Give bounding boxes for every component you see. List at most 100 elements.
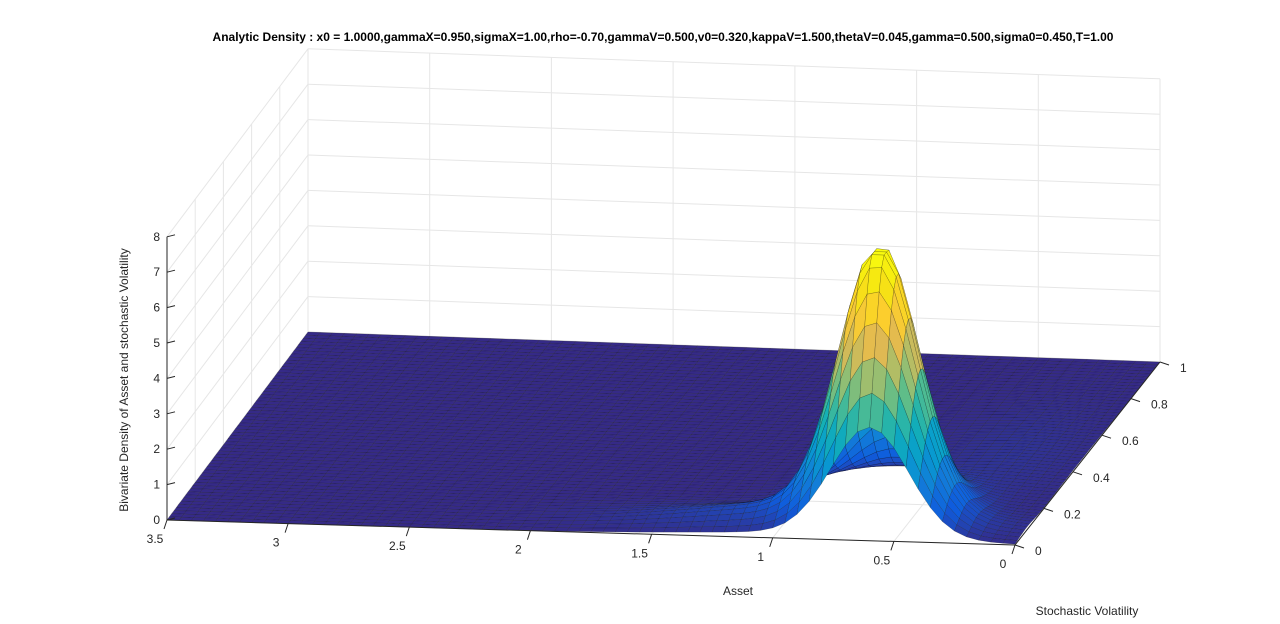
surface-patch bbox=[331, 412, 347, 417]
surface-patch bbox=[597, 488, 613, 493]
z-tick-label: 7 bbox=[153, 265, 160, 279]
surface-patch bbox=[372, 391, 388, 396]
surface-patch bbox=[275, 487, 291, 492]
surface-patch bbox=[450, 420, 466, 424]
surface-patch bbox=[214, 486, 230, 490]
surface-patch bbox=[199, 488, 216, 493]
surface-patch bbox=[564, 401, 580, 406]
surface-patch bbox=[538, 419, 554, 424]
surface-patch bbox=[248, 490, 264, 495]
surface-patch bbox=[443, 429, 459, 434]
surface-patch bbox=[417, 348, 433, 353]
surface-patch bbox=[400, 485, 417, 490]
surface-patch bbox=[244, 413, 260, 418]
surface-patch bbox=[318, 380, 334, 385]
surface-patch bbox=[350, 371, 366, 376]
surface-patch bbox=[288, 421, 304, 425]
surface-patch bbox=[596, 440, 612, 445]
surface-patch bbox=[320, 345, 336, 350]
surface-patch bbox=[309, 393, 325, 397]
gridline-back-z bbox=[307, 154, 1161, 186]
surface-patch bbox=[315, 466, 331, 471]
surface-patch bbox=[371, 474, 387, 479]
x-tick-label: 0 bbox=[1000, 557, 1007, 571]
surface-patch bbox=[265, 516, 282, 521]
surface-patch bbox=[399, 389, 415, 394]
surface-patch bbox=[752, 480, 768, 485]
surface-patch bbox=[588, 402, 604, 407]
surface-patch bbox=[400, 453, 416, 458]
surface-patch bbox=[317, 415, 333, 420]
surface-patch bbox=[442, 496, 458, 501]
surface-patch bbox=[652, 417, 668, 421]
surface-patch bbox=[355, 413, 372, 418]
surface-patch bbox=[379, 382, 395, 387]
surface-patch bbox=[674, 421, 690, 425]
surface-patch bbox=[571, 520, 587, 525]
surface-patch bbox=[358, 426, 374, 431]
surface-patch bbox=[427, 498, 444, 503]
surface-patch bbox=[173, 507, 189, 512]
x-tick-label: 3.5 bbox=[147, 532, 164, 546]
surface-patch bbox=[324, 438, 341, 443]
surface-patch bbox=[573, 389, 590, 393]
surface-patch bbox=[352, 483, 368, 488]
surface-patch bbox=[539, 368, 555, 373]
surface-patch bbox=[258, 509, 274, 514]
surface-patch bbox=[338, 518, 354, 523]
z-tick-label: 4 bbox=[153, 371, 160, 385]
surface-patch bbox=[615, 400, 631, 404]
surface-patch bbox=[675, 354, 691, 359]
surface-patch bbox=[510, 358, 526, 363]
surface-patch bbox=[546, 343, 562, 348]
surface-patch bbox=[452, 369, 468, 373]
surface-patch bbox=[303, 450, 319, 455]
surface-patch bbox=[521, 473, 538, 478]
surface-patch bbox=[334, 425, 350, 430]
surface-patch bbox=[467, 414, 483, 419]
surface-patch bbox=[608, 425, 624, 430]
surface-patch bbox=[429, 464, 445, 468]
surface-patch bbox=[380, 414, 396, 419]
surface-patch bbox=[543, 477, 560, 481]
surface-patch bbox=[299, 389, 315, 394]
surface-patch bbox=[279, 465, 295, 470]
surface-patch bbox=[233, 477, 249, 481]
x-tick-label: 3 bbox=[273, 536, 280, 550]
surface-patch bbox=[299, 373, 315, 378]
y-tick-label: 1 bbox=[1180, 361, 1187, 375]
surface-patch bbox=[795, 409, 811, 414]
surface-patch bbox=[614, 497, 630, 502]
surface-patch bbox=[744, 442, 760, 447]
surface-patch bbox=[556, 363, 572, 367]
surface-patch bbox=[289, 385, 305, 390]
surface-patch bbox=[339, 352, 356, 357]
surface-patch bbox=[422, 473, 438, 478]
surface-patch bbox=[628, 479, 644, 484]
surface-patch bbox=[293, 462, 310, 467]
surface-patch bbox=[267, 481, 283, 486]
surface-patch bbox=[679, 493, 696, 498]
surface-patch bbox=[353, 515, 369, 520]
surface-patch bbox=[219, 511, 235, 516]
surface-patch bbox=[304, 399, 320, 404]
surface-patch bbox=[482, 427, 498, 432]
surface-patch bbox=[345, 493, 361, 498]
surface-patch bbox=[435, 374, 451, 379]
surface-patch bbox=[354, 448, 370, 453]
surface-patch bbox=[556, 524, 572, 528]
surface-patch bbox=[360, 506, 376, 511]
surface-patch bbox=[743, 347, 759, 352]
surface-patch bbox=[530, 397, 546, 402]
surface-patch bbox=[566, 366, 582, 371]
surface-patch bbox=[509, 342, 526, 347]
surface-patch bbox=[319, 511, 335, 516]
surface-patch bbox=[337, 486, 354, 491]
surface-patch bbox=[536, 355, 553, 360]
surface-patch bbox=[574, 436, 590, 441]
surface-patch bbox=[354, 365, 370, 370]
surface-patch bbox=[589, 465, 605, 470]
surface-patch bbox=[460, 423, 476, 428]
surface-patch bbox=[361, 439, 377, 444]
surface-patch bbox=[168, 513, 185, 518]
